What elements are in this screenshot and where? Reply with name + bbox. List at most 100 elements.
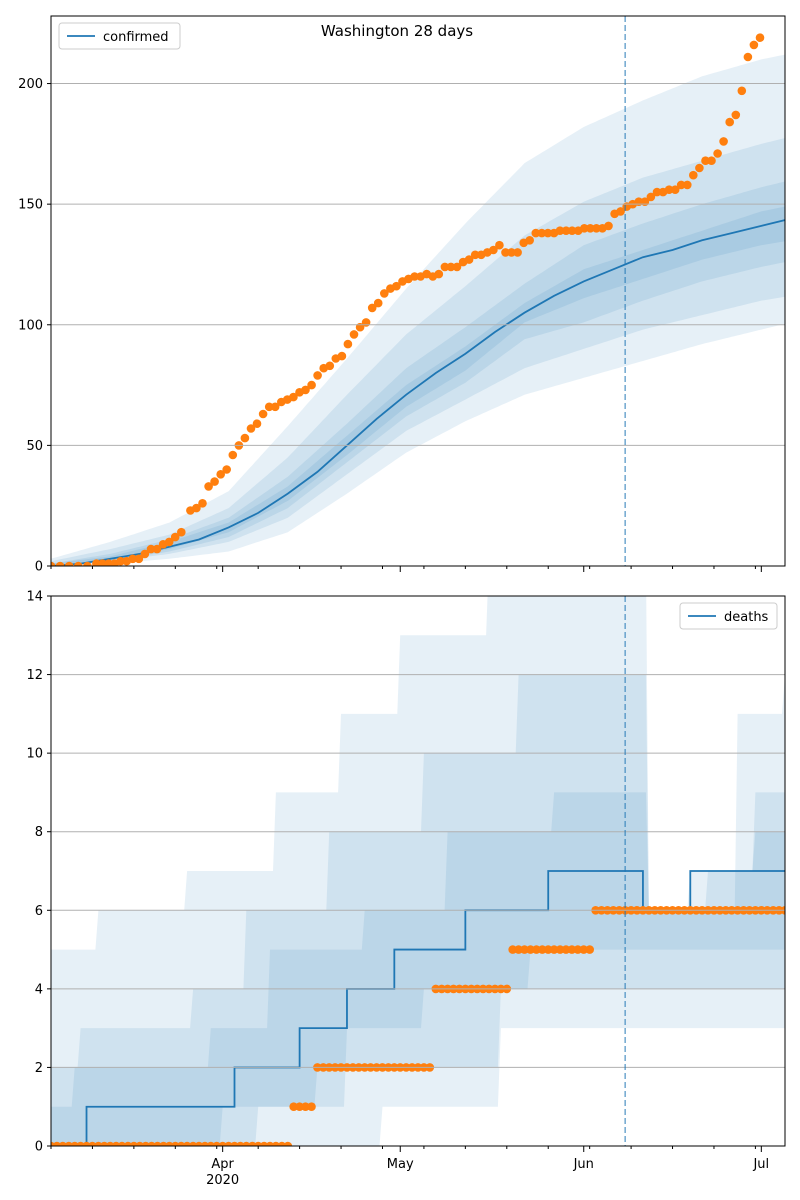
- data-point: [210, 477, 219, 486]
- data-point: [676, 180, 686, 190]
- data-point: [579, 945, 588, 954]
- data-point: [198, 499, 207, 508]
- data-point: [128, 554, 138, 564]
- data-point: [74, 561, 83, 566]
- data-point: [616, 207, 625, 216]
- uncertainty-band: [51, 54, 785, 566]
- data-point: [289, 1102, 299, 1111]
- data-point: [295, 1102, 304, 1111]
- x-tick-label: Apr: [211, 1157, 234, 1172]
- data-point: [670, 185, 680, 194]
- data-point: [749, 40, 759, 50]
- data-point: [146, 544, 156, 554]
- data-point: [367, 303, 377, 313]
- data-point: [585, 945, 594, 954]
- data-point: [567, 226, 577, 235]
- data-point: [495, 240, 504, 250]
- data-point: [592, 224, 601, 233]
- data-point: [501, 248, 510, 257]
- data-point: [152, 544, 162, 554]
- uncertainty-band: [51, 181, 785, 566]
- axes-frame: [50, 595, 786, 1147]
- data-point: [707, 156, 716, 165]
- data-point: [452, 262, 462, 272]
- data-point: [513, 248, 522, 257]
- data-point: [134, 554, 144, 564]
- axes-frame: [50, 15, 786, 567]
- y-tick-label: 10: [26, 747, 43, 762]
- data-point: [719, 137, 728, 146]
- data-point: [701, 156, 710, 165]
- data-point: [664, 185, 674, 194]
- uncertainty-band: [51, 792, 785, 1146]
- data-point: [204, 482, 213, 491]
- y-tick-label: 12: [26, 668, 43, 683]
- data-point: [325, 361, 335, 371]
- data-point: [470, 250, 480, 260]
- y-tick-label: 4: [35, 982, 43, 997]
- uncertainty-band: [51, 596, 785, 1146]
- data-point: [307, 380, 316, 390]
- data-point: [743, 52, 753, 62]
- data-point: [755, 33, 765, 42]
- data-point: [604, 221, 613, 231]
- data-point: [116, 556, 125, 566]
- data-point: [307, 1102, 316, 1111]
- data-point: [349, 330, 359, 339]
- data-point: [689, 170, 698, 180]
- data-point: [555, 226, 565, 235]
- data-point: [508, 945, 517, 954]
- data-point: [170, 532, 180, 542]
- data-point: [555, 945, 565, 954]
- legend-box: [679, 602, 778, 630]
- y-tick-label: 100: [18, 318, 43, 333]
- x-tick-label: Jun: [573, 1157, 594, 1172]
- data-point: [532, 945, 541, 954]
- data-point: [392, 281, 401, 291]
- data-point: [580, 224, 589, 233]
- data-point: [240, 433, 250, 443]
- data-point: [258, 409, 268, 419]
- data-point: [380, 289, 389, 298]
- data-point: [520, 945, 529, 954]
- data-point: [561, 226, 571, 235]
- data-point: [216, 470, 225, 479]
- data-point: [301, 385, 310, 395]
- confirmed-axes: 0 50 100 150 200 confirmed: [18, 15, 786, 575]
- data-point: [567, 945, 577, 954]
- legend-box: [58, 22, 181, 50]
- legend-label: deaths: [724, 610, 769, 625]
- data-point: [549, 945, 559, 954]
- data-point: [464, 255, 474, 264]
- data-point: [561, 945, 571, 954]
- data-point: [731, 110, 741, 120]
- data-point: [337, 351, 347, 361]
- data-point: [446, 262, 456, 272]
- data-point: [361, 318, 371, 327]
- data-point: [525, 236, 534, 245]
- data-point: [192, 503, 201, 513]
- data-point: [270, 402, 280, 412]
- data-point: [301, 1102, 310, 1111]
- data-point: [164, 537, 174, 547]
- legend-label: confirmed: [103, 30, 169, 45]
- plot-area: [51, 33, 785, 566]
- data-point: [652, 187, 662, 197]
- data-point: [526, 945, 535, 954]
- data-point: [264, 402, 274, 412]
- data-point: [252, 419, 262, 429]
- chart-title: Washington 28 days: [321, 22, 473, 40]
- data-point: [737, 86, 747, 96]
- uncertainty-band: [51, 138, 785, 566]
- data-point: [410, 272, 419, 281]
- data-point: [373, 298, 383, 308]
- median-line: [51, 219, 785, 566]
- data-point: [695, 163, 704, 173]
- data-point: [222, 465, 231, 474]
- data-point: [228, 450, 238, 460]
- data-point: [683, 180, 692, 190]
- data-point: [573, 945, 583, 954]
- observed-points: [51, 33, 765, 566]
